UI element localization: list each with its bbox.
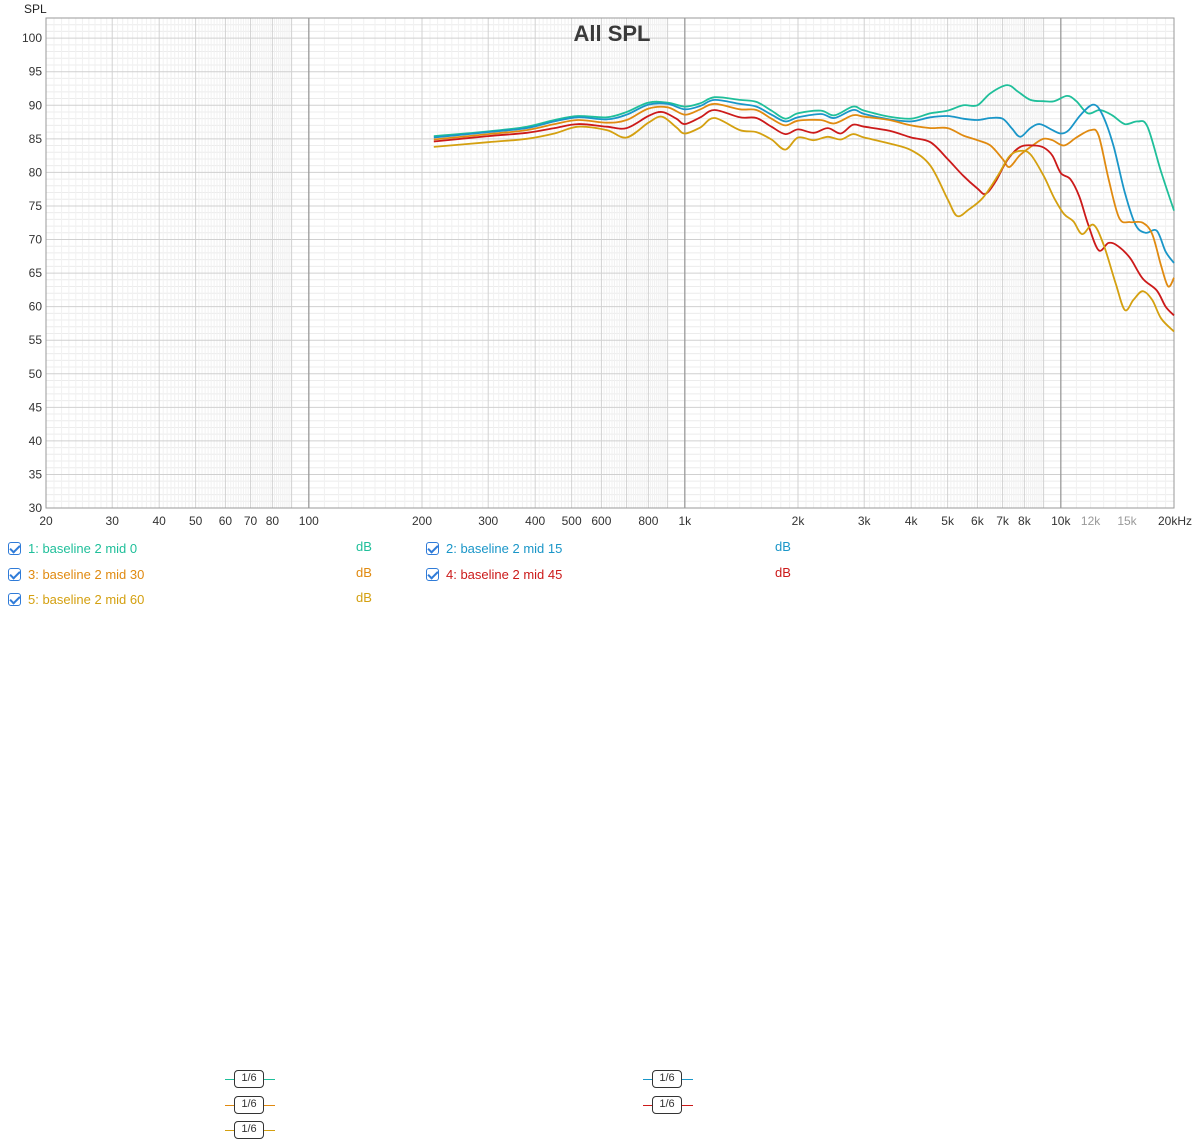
- x-tick-label: 70: [244, 514, 258, 528]
- x-tick-label: 12k: [1081, 514, 1101, 528]
- y-tick-label: 50: [29, 367, 43, 381]
- x-tick-label: 4k: [905, 514, 919, 528]
- y-tick-label: 80: [29, 165, 43, 179]
- unit-label-3: dB: [356, 565, 372, 580]
- series-line-4: [433, 109, 1175, 317]
- x-tick-label: 1k: [678, 514, 692, 528]
- legend-label: 3: baseline 2 mid 30: [28, 567, 145, 582]
- smoothing-value[interactable]: 1/6: [652, 1096, 682, 1114]
- x-tick-label: 800: [638, 514, 658, 528]
- legend-label: 4: baseline 2 mid 45: [446, 567, 563, 582]
- x-tick-label: 200: [412, 514, 432, 528]
- x-tick-label: 8k: [1018, 514, 1032, 528]
- x-tick-label: 10k: [1051, 514, 1071, 528]
- chart-title: All SPL: [573, 21, 650, 46]
- x-tick-label: 600: [591, 514, 611, 528]
- x-tick-label: 40: [153, 514, 167, 528]
- smoothing-control-1[interactable]: 1/6: [225, 1069, 275, 1089]
- y-tick-label: 65: [29, 266, 43, 280]
- x-tick-label: 7k: [996, 514, 1010, 528]
- visibility-checkbox[interactable]: [8, 593, 21, 606]
- x-tick-label: 15k: [1117, 514, 1137, 528]
- major-gridlines: [46, 18, 1174, 509]
- x-tick-label: 3k: [858, 514, 872, 528]
- legend-label: 5: baseline 2 mid 60: [28, 592, 145, 607]
- smoothing-value[interactable]: 1/6: [234, 1121, 264, 1139]
- y-tick-label: 100: [22, 31, 42, 45]
- unit-label-2: dB: [775, 539, 791, 554]
- x-axis-ticks: 20 30 40 50 60 70 80 100 200 300 400 500 600 800 1k 2k 3…: [39, 514, 1192, 528]
- x-tick-label: 50: [189, 514, 203, 528]
- x-tick-label: 6k: [971, 514, 985, 528]
- visibility-checkbox[interactable]: [8, 568, 21, 581]
- x-tick-label: 100: [299, 514, 319, 528]
- unit-label-4: dB: [775, 565, 791, 580]
- legend-label: 1: baseline 2 mid 0: [28, 541, 138, 556]
- y-tick-label: 55: [29, 333, 43, 347]
- x-tick-label: 2k: [792, 514, 806, 528]
- y-tick-label: 45: [29, 400, 43, 414]
- smoothing-control-5[interactable]: 1/6: [225, 1120, 275, 1140]
- x-tick-label: 400: [525, 514, 545, 528]
- series-line-2: [433, 98, 1175, 264]
- unit-label-1: dB: [356, 539, 372, 554]
- y-tick-label: 95: [29, 65, 43, 79]
- visibility-checkbox[interactable]: [426, 568, 439, 581]
- y-tick-label: 85: [29, 132, 43, 146]
- x-tick-label: 80: [266, 514, 280, 528]
- minor-gridlines: [45, 17, 1175, 508]
- x-tick-label: 500: [562, 514, 582, 528]
- x-tick-label: 300: [478, 514, 498, 528]
- y-tick-label: 70: [29, 233, 43, 247]
- visibility-checkbox[interactable]: [8, 542, 21, 555]
- smoothing-value[interactable]: 1/6: [234, 1096, 264, 1114]
- series-line-3: [433, 103, 1175, 288]
- legend: 1: baseline 2 mid 0 1/6 dB 2: baseline 2…: [0, 530, 1200, 1139]
- x-tick-label: 30: [106, 514, 120, 528]
- series-line-5: [433, 115, 1175, 333]
- y-axis-ticks: 30 35 40 45 50 55 60 65 70 75 80 85 90 95 100: [22, 31, 42, 515]
- unit-label-5: dB: [356, 590, 372, 605]
- y-tick-label: 30: [29, 501, 43, 515]
- x-tick-label: 20: [39, 514, 53, 528]
- series-line-1: [433, 84, 1175, 211]
- y-tick-label: 40: [29, 434, 43, 448]
- x-tick-label: 20kHz: [1158, 514, 1192, 528]
- x-tick-label: 60: [219, 514, 233, 528]
- legend-label: 2: baseline 2 mid 15: [446, 541, 563, 556]
- y-axis-label: SPL: [24, 2, 47, 16]
- smoothing-value[interactable]: 1/6: [652, 1070, 682, 1088]
- series-layer: [433, 84, 1175, 333]
- y-tick-label: 75: [29, 199, 43, 213]
- smoothing-control-3[interactable]: 1/6: [225, 1095, 275, 1115]
- y-tick-label: 60: [29, 300, 43, 314]
- x-tick-label: 5k: [941, 514, 955, 528]
- y-tick-label: 90: [29, 98, 43, 112]
- y-tick-label: 35: [29, 467, 43, 481]
- smoothing-value[interactable]: 1/6: [234, 1070, 264, 1088]
- smoothing-control-2[interactable]: 1/6: [643, 1069, 693, 1089]
- visibility-checkbox[interactable]: [426, 542, 439, 555]
- smoothing-control-4[interactable]: 1/6: [643, 1095, 693, 1115]
